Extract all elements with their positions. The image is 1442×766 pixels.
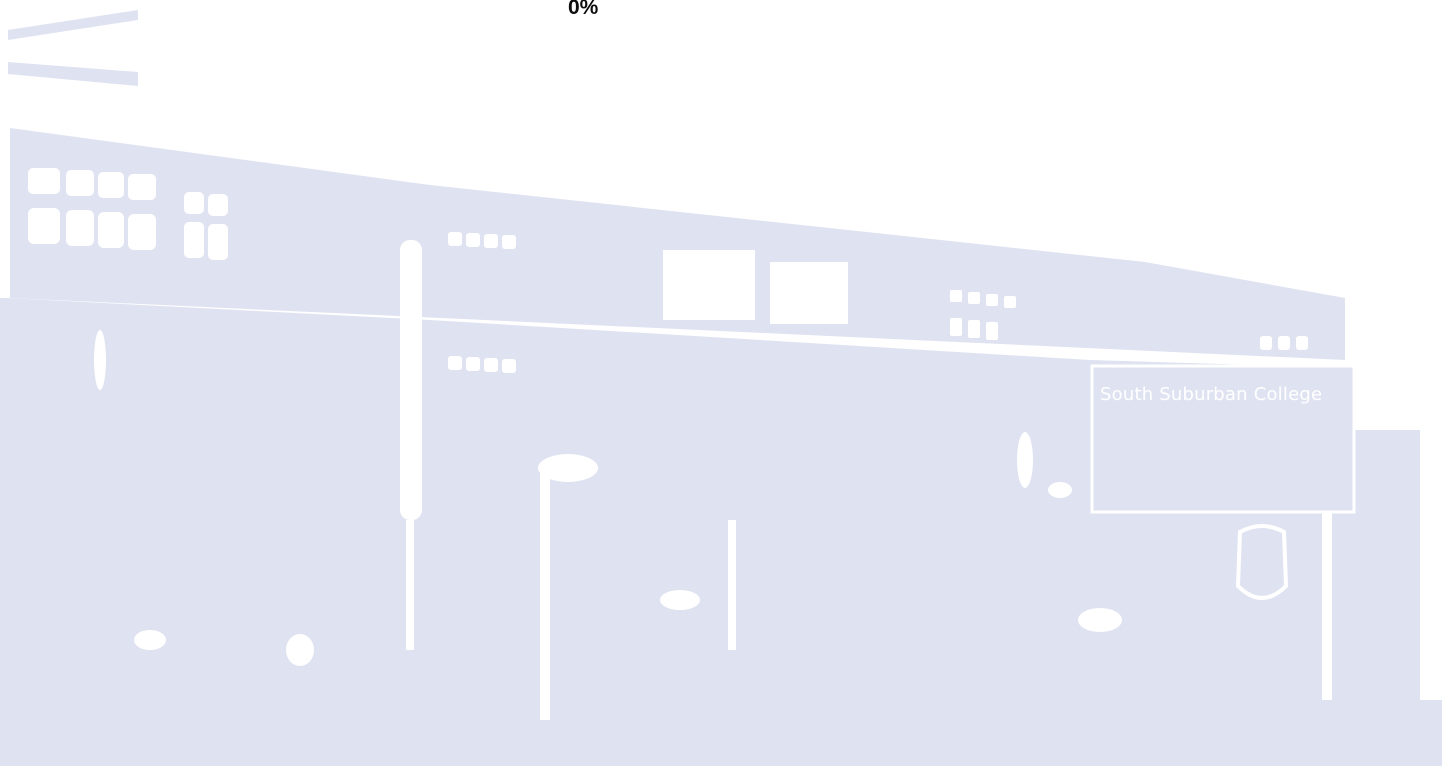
campus-sign-text: South Suburban College (1100, 384, 1323, 405)
loading-percentage: 0% (568, 0, 599, 19)
